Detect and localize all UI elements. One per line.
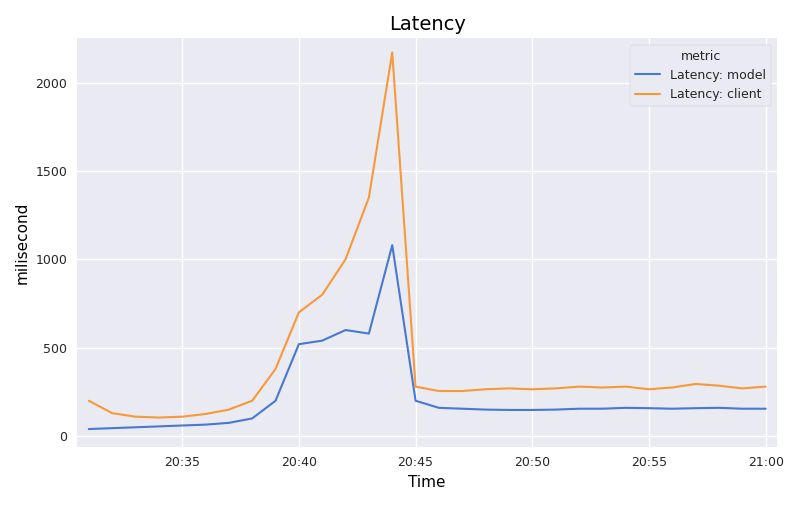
Latency: client: (16, 255): client: (16, 255) (458, 388, 467, 394)
Latency: model: (16, 155): model: (16, 155) (458, 406, 467, 412)
Latency: model: (27, 160): model: (27, 160) (714, 405, 724, 411)
Latency: model: (17, 150): model: (17, 150) (481, 407, 490, 413)
Latency: model: (22, 155): model: (22, 155) (598, 406, 607, 412)
Latency: client: (24, 265): client: (24, 265) (644, 386, 654, 392)
Latency: client: (14, 280): client: (14, 280) (410, 384, 420, 390)
Legend: Latency: model, Latency: client: Latency: model, Latency: client (630, 44, 771, 106)
Latency: model: (2, 50): model: (2, 50) (130, 424, 140, 430)
Latency: model: (15, 160): model: (15, 160) (434, 405, 444, 411)
Latency: client: (17, 265): client: (17, 265) (481, 386, 490, 392)
Latency: client: (7, 200): client: (7, 200) (247, 398, 257, 404)
Latency: client: (0, 200): client: (0, 200) (84, 398, 94, 404)
Latency: client: (2, 110): client: (2, 110) (130, 414, 140, 420)
Line: Latency: model: Latency: model (89, 245, 766, 429)
Latency: model: (14, 200): model: (14, 200) (410, 398, 420, 404)
Latency: client: (6, 150): client: (6, 150) (224, 407, 234, 413)
Latency: model: (23, 160): model: (23, 160) (621, 405, 630, 411)
Latency: model: (19, 148): model: (19, 148) (527, 407, 537, 413)
Latency: model: (21, 155): model: (21, 155) (574, 406, 584, 412)
Latency: client: (18, 270): client: (18, 270) (504, 385, 514, 391)
Latency: model: (12, 580): model: (12, 580) (364, 331, 374, 337)
Latency: model: (6, 75): model: (6, 75) (224, 420, 234, 426)
Latency: model: (10, 540): model: (10, 540) (318, 338, 327, 344)
Latency: client: (20, 270): client: (20, 270) (551, 385, 561, 391)
Latency: client: (1, 130): client: (1, 130) (107, 410, 117, 416)
Latency: model: (29, 155): model: (29, 155) (761, 406, 770, 412)
Latency: model: (24, 158): model: (24, 158) (644, 405, 654, 411)
Latency: model: (18, 148): model: (18, 148) (504, 407, 514, 413)
Latency: client: (12, 1.35e+03): client: (12, 1.35e+03) (364, 194, 374, 200)
Latency: model: (7, 100): model: (7, 100) (247, 416, 257, 422)
Line: Latency: client: Latency: client (89, 53, 766, 418)
Y-axis label: milisecond: milisecond (15, 201, 30, 284)
Latency: model: (5, 65): model: (5, 65) (201, 422, 210, 428)
Latency: client: (10, 800): client: (10, 800) (318, 292, 327, 298)
Latency: client: (28, 270): client: (28, 270) (738, 385, 747, 391)
Latency: client: (13, 2.17e+03): client: (13, 2.17e+03) (387, 49, 397, 56)
Latency: client: (22, 275): client: (22, 275) (598, 384, 607, 390)
Latency: client: (23, 280): client: (23, 280) (621, 384, 630, 390)
Latency: model: (20, 150): model: (20, 150) (551, 407, 561, 413)
Latency: client: (26, 295): client: (26, 295) (691, 381, 701, 387)
Latency: model: (0, 40): model: (0, 40) (84, 426, 94, 432)
Latency: client: (4, 110): client: (4, 110) (178, 414, 187, 420)
Latency: model: (3, 55): model: (3, 55) (154, 423, 164, 429)
Latency: client: (21, 280): client: (21, 280) (574, 384, 584, 390)
Latency: client: (9, 700): client: (9, 700) (294, 310, 304, 316)
Latency: model: (8, 200): model: (8, 200) (270, 398, 280, 404)
Latency: client: (5, 125): client: (5, 125) (201, 411, 210, 417)
Latency: model: (13, 1.08e+03): model: (13, 1.08e+03) (387, 242, 397, 248)
Latency: model: (25, 155): model: (25, 155) (667, 406, 677, 412)
X-axis label: Time: Time (409, 475, 446, 490)
Latency: model: (26, 158): model: (26, 158) (691, 405, 701, 411)
Latency: client: (19, 265): client: (19, 265) (527, 386, 537, 392)
Latency: client: (15, 255): client: (15, 255) (434, 388, 444, 394)
Latency: model: (11, 600): model: (11, 600) (341, 327, 350, 333)
Latency: client: (11, 1e+03): client: (11, 1e+03) (341, 257, 350, 263)
Latency: model: (9, 520): model: (9, 520) (294, 341, 304, 347)
Latency: model: (28, 155): model: (28, 155) (738, 406, 747, 412)
Latency: model: (1, 45): model: (1, 45) (107, 425, 117, 431)
Latency: client: (8, 380): client: (8, 380) (270, 366, 280, 372)
Latency: client: (25, 275): client: (25, 275) (667, 384, 677, 390)
Title: Latency: Latency (389, 15, 466, 34)
Latency: model: (4, 60): model: (4, 60) (178, 423, 187, 429)
Latency: client: (27, 285): client: (27, 285) (714, 383, 724, 389)
Latency: client: (29, 280): client: (29, 280) (761, 384, 770, 390)
Latency: client: (3, 105): client: (3, 105) (154, 415, 164, 421)
